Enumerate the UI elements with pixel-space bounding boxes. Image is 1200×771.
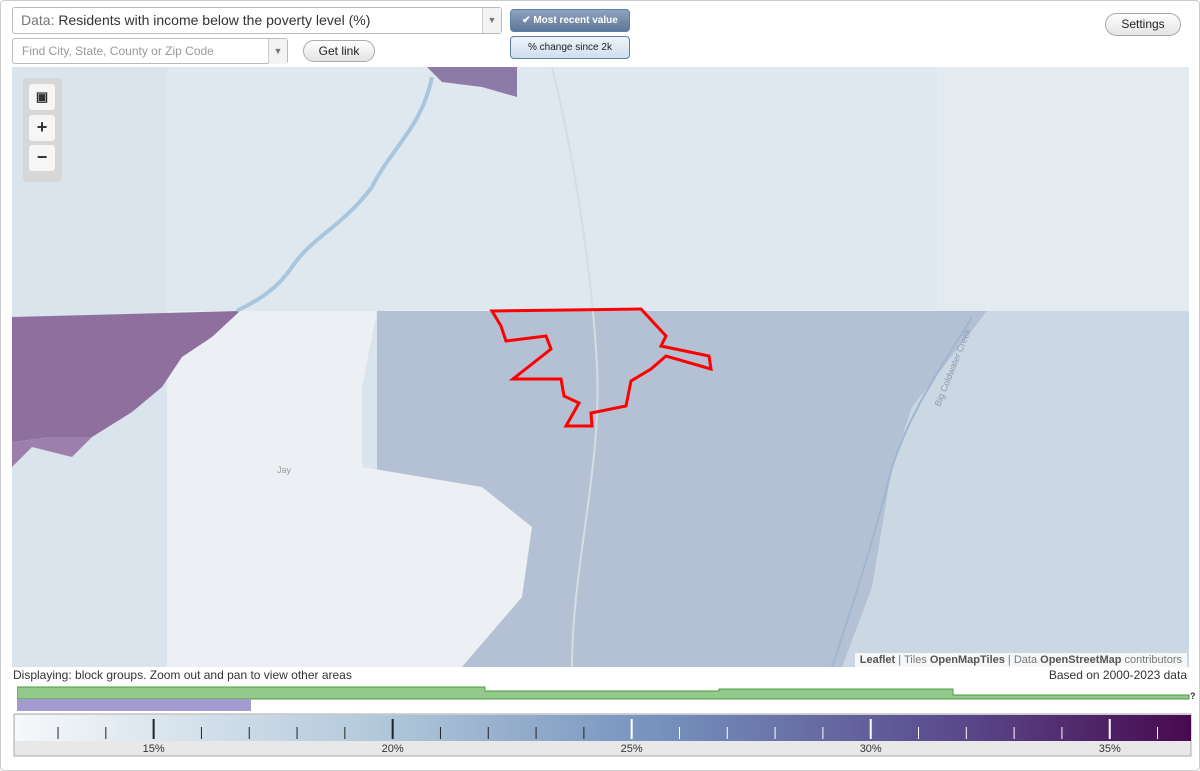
zoom-control: ▣ + − — [23, 78, 62, 182]
region — [12, 311, 240, 442]
road — [551, 67, 599, 667]
legend: 15% 20% 25% 30% 35% — [13, 713, 1192, 757]
map[interactable]: Jay Big Coldwater Creek — [12, 67, 1189, 667]
selected-area[interactable] — [489, 307, 713, 428]
distribution-bar — [17, 686, 1190, 700]
get-link-button[interactable]: Get link — [303, 40, 375, 62]
data-select[interactable]: Data: Residents with income below the po… — [12, 7, 502, 34]
place-label: Jay — [277, 465, 292, 475]
attr-data-source[interactable]: OpenStreetMap — [1040, 654, 1122, 666]
tick-label: 35% — [1099, 743, 1121, 755]
most-recent-toggle[interactable]: ✔ Most recent value — [510, 9, 630, 32]
attr-tiles-source[interactable]: OpenMapTiles — [929, 654, 1005, 666]
attr-leaflet[interactable]: Leaflet — [859, 654, 896, 666]
attr-data: Data — [1013, 654, 1038, 666]
tick-label: 30% — [860, 743, 882, 755]
settings-button[interactable]: Settings — [1105, 13, 1181, 36]
zoom-out[interactable]: − — [29, 145, 55, 171]
search-input[interactable]: Find City, State, County or Zip Code ▼ — [12, 38, 288, 64]
based-on-note: Based on 2000-2023 data — [1048, 668, 1187, 682]
data-label: Data: — [21, 12, 55, 28]
attr-contributors: contributors — [1124, 654, 1182, 666]
dropdown-arrow[interactable]: ▼ — [268, 39, 287, 64]
attr-tiles: Tiles — [903, 654, 927, 666]
dropdown-arrow[interactable]: ▼ — [482, 8, 501, 33]
tick-label: 25% — [621, 743, 643, 755]
legend-scale — [15, 715, 1191, 741]
region — [167, 311, 532, 667]
tick-label: 20% — [382, 743, 404, 755]
attribution: Leaflet | Tiles OpenMapTiles | Data Open… — [854, 653, 1187, 667]
toggle-label: Most recent value — [533, 15, 618, 26]
region — [12, 437, 92, 467]
help-icon[interactable]: ? — [1190, 691, 1196, 701]
zoom-in[interactable]: + — [29, 115, 55, 141]
data-value: Residents with income below the poverty … — [58, 12, 371, 28]
fullscreen-button[interactable]: ▣ — [29, 84, 55, 110]
tick-label: 15% — [143, 743, 165, 755]
distribution: ? — [17, 686, 1196, 711]
change-toggle[interactable]: % change since 2k — [510, 36, 630, 59]
distribution-bar — [17, 699, 251, 711]
region — [937, 67, 1189, 311]
creek — [831, 316, 973, 667]
search-placeholder: Find City, State, County or Zip Code — [22, 44, 214, 58]
region — [427, 67, 517, 97]
river — [235, 76, 434, 313]
displaying-note: Displaying: block groups. Zoom out and p… — [13, 668, 352, 682]
region — [842, 311, 1189, 667]
region — [167, 67, 937, 311]
